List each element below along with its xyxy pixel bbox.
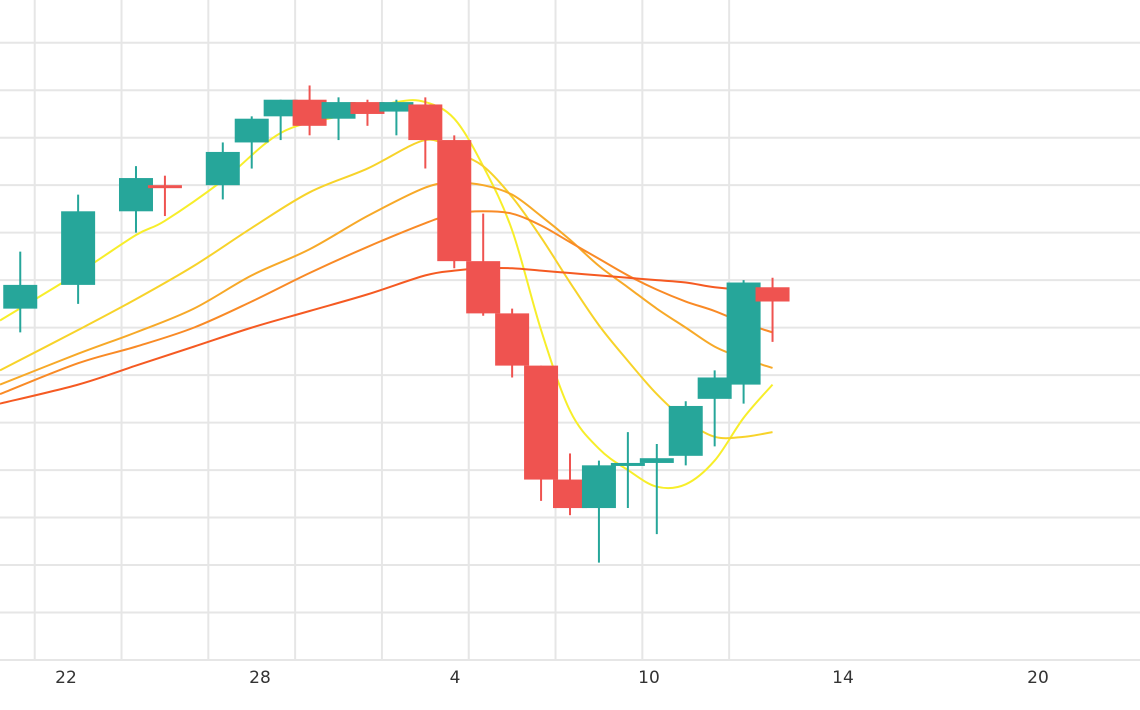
candle-body xyxy=(437,140,472,262)
candle xyxy=(466,213,501,316)
candle-body xyxy=(639,458,674,463)
x-tick-label: 20 xyxy=(1027,668,1049,688)
candle-body xyxy=(726,282,761,385)
moving-average-line xyxy=(0,181,773,386)
candle-body xyxy=(292,99,327,126)
candle xyxy=(697,370,732,447)
candle xyxy=(755,277,790,342)
candle xyxy=(581,460,616,563)
candle xyxy=(610,432,645,509)
candle-body xyxy=(350,102,385,114)
x-tick-label: 22 xyxy=(55,668,77,688)
x-tick-label: 4 xyxy=(450,668,461,688)
candle-body xyxy=(3,284,38,309)
candle-body xyxy=(755,287,790,302)
candle xyxy=(524,365,559,501)
candle xyxy=(495,308,530,378)
candle-body xyxy=(263,99,298,117)
candle-body xyxy=(466,261,501,314)
candle-body xyxy=(408,104,443,141)
moving-average-line xyxy=(0,210,773,396)
candle xyxy=(668,401,703,466)
moving-average-lines xyxy=(0,99,774,490)
candle xyxy=(263,99,298,141)
candle xyxy=(292,85,327,136)
candle xyxy=(553,453,587,516)
candle xyxy=(205,142,240,200)
candle-body xyxy=(524,365,559,480)
candle xyxy=(408,97,443,169)
candle xyxy=(61,194,96,304)
candle xyxy=(379,99,414,136)
candle-body xyxy=(147,185,182,189)
x-tick-label: 28 xyxy=(249,668,271,688)
candle-body xyxy=(379,102,414,112)
candle-body xyxy=(697,377,732,399)
candle-body xyxy=(495,313,530,366)
candle xyxy=(3,251,38,333)
candle-body xyxy=(553,479,587,509)
candle-body xyxy=(205,151,240,186)
candle xyxy=(118,166,153,233)
candle xyxy=(639,443,674,535)
x-tick-label: 14 xyxy=(832,668,854,688)
candles xyxy=(3,85,790,563)
candle xyxy=(321,97,356,141)
candle xyxy=(234,116,269,169)
candle-body xyxy=(321,102,356,119)
candle-body xyxy=(234,118,269,143)
moving-average-line xyxy=(0,266,773,405)
candle-body xyxy=(581,465,616,509)
x-tick-label: 10 xyxy=(638,668,660,688)
candle-body xyxy=(610,462,645,466)
candle-body xyxy=(61,211,96,285)
x-axis-ticks: 22 28 4 10 14 20 xyxy=(55,668,1049,688)
candle xyxy=(726,280,761,404)
grid xyxy=(0,0,1140,661)
candle xyxy=(147,175,182,217)
candle xyxy=(437,135,472,269)
candle-body xyxy=(118,178,153,212)
candle xyxy=(350,99,385,126)
candle-body xyxy=(668,405,703,456)
